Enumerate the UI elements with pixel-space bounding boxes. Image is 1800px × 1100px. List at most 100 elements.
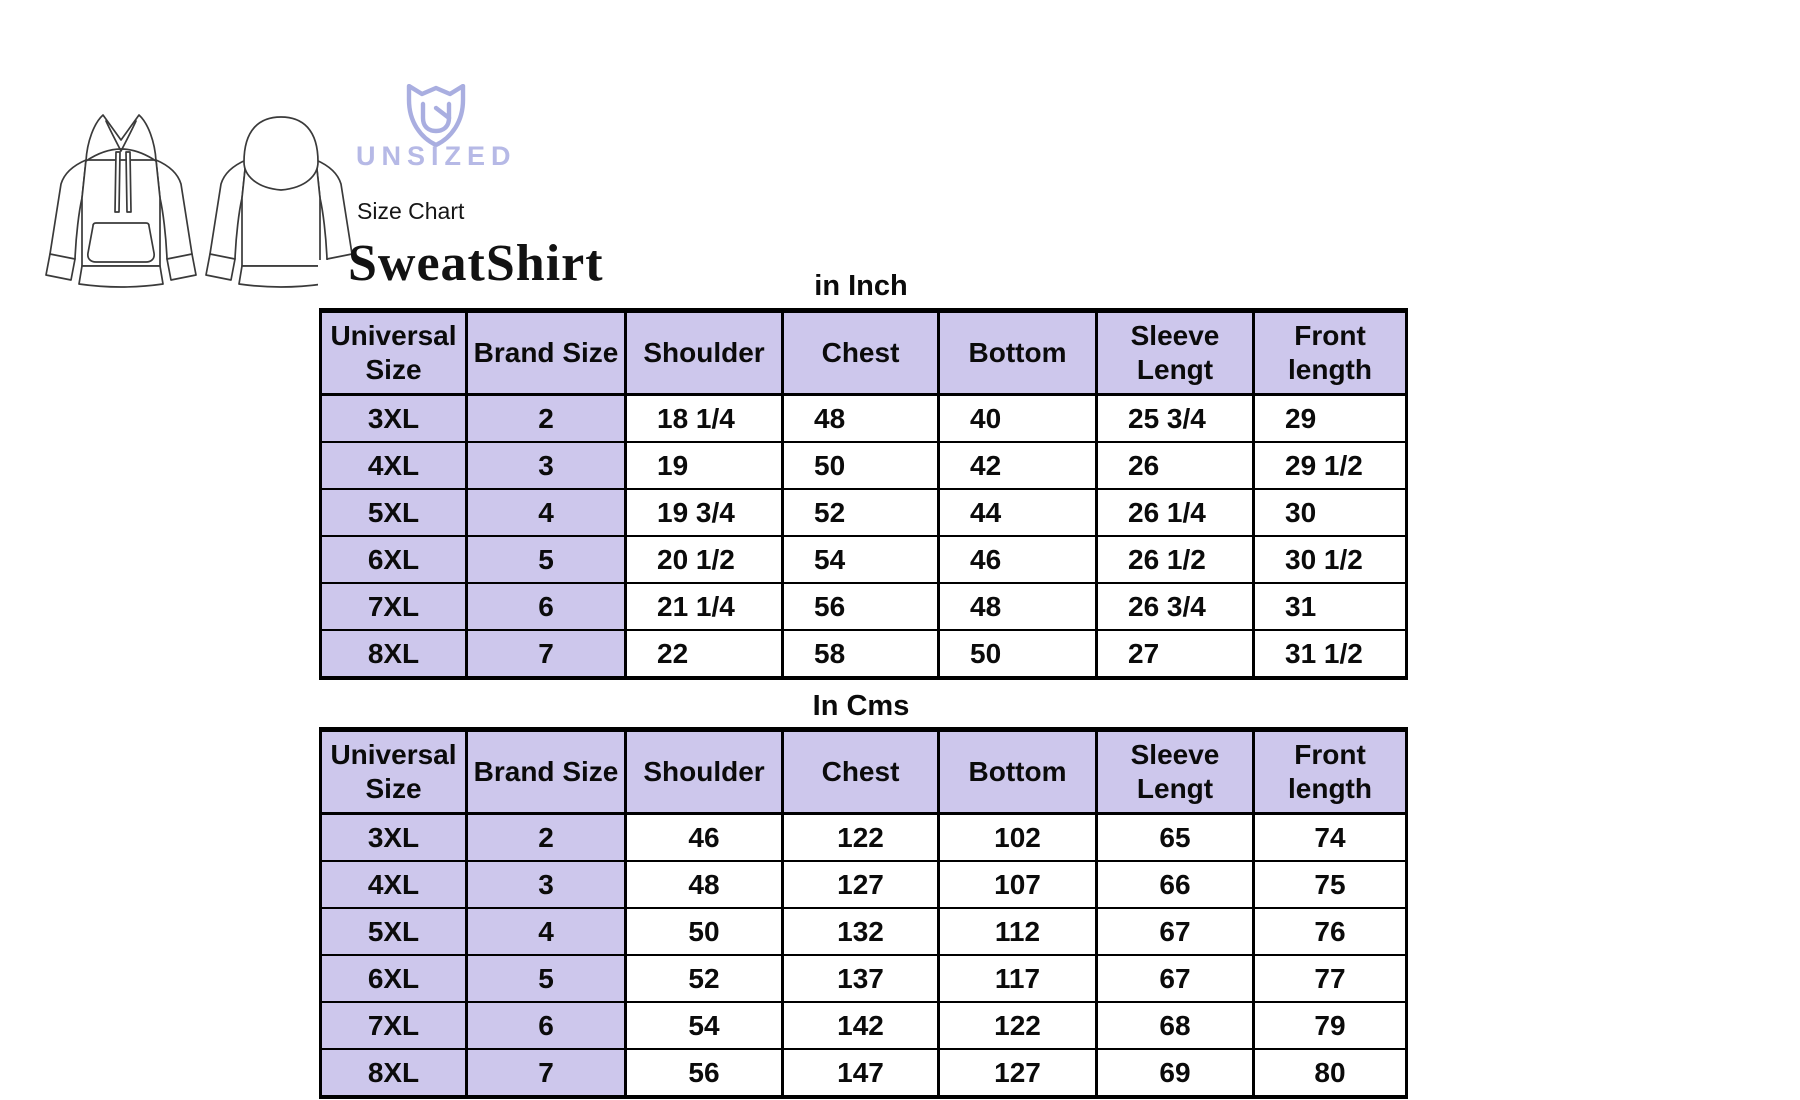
size-cell: 107 xyxy=(937,860,1098,909)
size-cell: 20 1/2 xyxy=(624,535,784,584)
size-cell: 46 xyxy=(937,535,1098,584)
size-cell: 6 xyxy=(465,582,627,631)
size-cell: 30 1/2 xyxy=(1252,535,1408,584)
size-cell: 26 3/4 xyxy=(1095,582,1255,631)
size-cell: 48 xyxy=(937,582,1098,631)
size-cell: 7XL xyxy=(319,582,468,631)
size-cell: 52 xyxy=(781,488,940,537)
hoodie-back-drawing xyxy=(205,116,357,288)
size-cell: 52 xyxy=(624,954,784,1003)
size-cell: 58 xyxy=(781,629,940,679)
size-cell: 80 xyxy=(1252,1048,1408,1098)
size-cell: 7XL xyxy=(319,1001,468,1050)
size-cell: 40 xyxy=(937,393,1098,443)
size-row: 7XL 6 54 142 122 68 79 xyxy=(319,1001,1408,1050)
size-row: 3XL 2 46 122 102 65 74 xyxy=(319,812,1408,862)
size-cell: 5XL xyxy=(319,907,468,956)
size-cell: 112 xyxy=(937,907,1098,956)
size-cell: 26 1/2 xyxy=(1095,535,1255,584)
size-row: 6XL 5 20 1/2 54 46 26 1/2 30 1/2 xyxy=(319,535,1408,584)
column-header: Bottom xyxy=(937,728,1098,815)
size-row: 8XL 7 22 58 50 27 31 1/2 xyxy=(319,629,1408,679)
size-cell: 76 xyxy=(1252,907,1408,956)
size-cell: 127 xyxy=(781,860,940,909)
column-header: Brand Size xyxy=(465,309,627,396)
size-row: 5XL 4 50 132 112 67 76 xyxy=(319,907,1408,956)
size-cell: 122 xyxy=(937,1001,1098,1050)
column-header: Chest xyxy=(781,309,940,396)
size-cell: 27 xyxy=(1095,629,1255,679)
size-cell: 54 xyxy=(781,535,940,584)
size-cell: 117 xyxy=(937,954,1098,1003)
header-row: Universal Size Brand Size Shoulder Chest Bot… xyxy=(319,309,1408,396)
size-cell: 26 1/4 xyxy=(1095,488,1255,537)
size-cell: 46 xyxy=(624,812,784,862)
size-cell: 8XL xyxy=(319,629,468,679)
brand-wordmark: UNSIZED xyxy=(356,141,517,171)
size-cell: 6XL xyxy=(319,954,468,1003)
size-cell: 3XL xyxy=(319,812,468,862)
page-title: SweatShirt xyxy=(348,235,604,292)
size-cell: 142 xyxy=(781,1001,940,1050)
column-header: Sleeve Lengt xyxy=(1095,728,1255,815)
size-cell: 50 xyxy=(624,907,784,956)
size-cell: 19 3/4 xyxy=(624,488,784,537)
size-cell: 137 xyxy=(781,954,940,1003)
size-cell: 31 1/2 xyxy=(1252,629,1408,679)
column-header: Sleeve Lengt xyxy=(1095,309,1255,396)
size-cell: 3 xyxy=(465,441,627,490)
size-cell: 8XL xyxy=(319,1048,468,1098)
size-cell: 21 1/4 xyxy=(624,582,784,631)
column-header: Front length xyxy=(1252,728,1408,815)
size-cell: 29 xyxy=(1252,393,1408,443)
size-cell: 30 xyxy=(1252,488,1408,537)
size-row: 4XL 3 19 50 42 26 29 1/2 xyxy=(319,441,1408,490)
column-header: Shoulder xyxy=(624,309,784,396)
size-cell: 132 xyxy=(781,907,940,956)
size-cell: 75 xyxy=(1252,860,1408,909)
size-cell: 147 xyxy=(781,1048,940,1098)
size-cell: 48 xyxy=(624,860,784,909)
size-cell: 42 xyxy=(937,441,1098,490)
size-cell: 127 xyxy=(937,1048,1098,1098)
size-row: 6XL 5 52 137 117 67 77 xyxy=(319,954,1408,1003)
column-header: Front length xyxy=(1252,309,1408,396)
size-cell: 7 xyxy=(465,629,627,679)
size-row: 5XL 4 19 3/4 52 44 26 1/4 30 xyxy=(319,488,1408,537)
unsized-logo-icon xyxy=(406,84,466,148)
size-table-cms: Universal Size Brand Size Shoulder Chest Bot… xyxy=(319,727,1408,1099)
size-cell: 69 xyxy=(1095,1048,1255,1098)
size-cell: 5XL xyxy=(319,488,468,537)
size-cell: 5 xyxy=(465,535,627,584)
size-cell: 50 xyxy=(937,629,1098,679)
size-cell: 54 xyxy=(624,1001,784,1050)
size-row: 7XL 6 21 1/4 56 48 26 3/4 31 xyxy=(319,582,1408,631)
unit-label-cms: In Cms xyxy=(812,690,910,722)
header-row: Universal Size Brand Size Shoulder Chest Bot… xyxy=(319,728,1408,815)
size-cell: 77 xyxy=(1252,954,1408,1003)
size-row: 4XL 3 48 127 107 66 75 xyxy=(319,860,1408,909)
column-header: Shoulder xyxy=(624,728,784,815)
size-cell: 7 xyxy=(465,1048,627,1098)
size-cell: 2 xyxy=(465,812,627,862)
size-cell: 18 1/4 xyxy=(624,393,784,443)
size-cell: 5 xyxy=(465,954,627,1003)
size-cell: 6 xyxy=(465,1001,627,1050)
size-cell: 6XL xyxy=(319,535,468,584)
column-header: Chest xyxy=(781,728,940,815)
size-cell: 25 3/4 xyxy=(1095,393,1255,443)
size-cell: 65 xyxy=(1095,812,1255,862)
size-cell: 4XL xyxy=(319,860,468,909)
column-header: Universal Size xyxy=(319,728,468,815)
size-cell: 44 xyxy=(937,488,1098,537)
size-cell: 67 xyxy=(1095,907,1255,956)
size-cell: 3 xyxy=(465,860,627,909)
size-row: 3XL 2 18 1/4 48 40 25 3/4 29 xyxy=(319,393,1408,443)
size-cell: 2 xyxy=(465,393,627,443)
size-cell: 26 xyxy=(1095,441,1255,490)
hoodie-front-drawing xyxy=(45,114,197,288)
size-cell: 31 xyxy=(1252,582,1408,631)
size-cell: 79 xyxy=(1252,1001,1408,1050)
size-cell: 68 xyxy=(1095,1001,1255,1050)
